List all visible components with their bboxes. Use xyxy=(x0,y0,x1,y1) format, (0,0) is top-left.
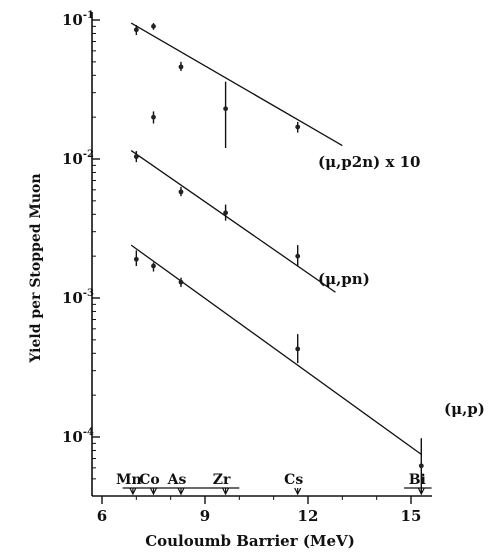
element-arrow-head xyxy=(129,487,137,496)
element-arrow-head xyxy=(222,487,230,496)
data-point xyxy=(133,154,139,160)
data-point xyxy=(295,346,301,352)
data-point xyxy=(151,23,156,29)
fit-lines xyxy=(130,22,422,455)
fit-line xyxy=(130,22,343,147)
data-point xyxy=(151,114,156,120)
data-point xyxy=(178,279,184,285)
y-tick-label: 10-3 xyxy=(62,288,94,307)
data-points xyxy=(133,23,424,493)
element-arrow-head xyxy=(149,487,158,496)
y-tick-label: 10-2 xyxy=(62,149,94,168)
data-point xyxy=(178,189,184,195)
element-label: Mn xyxy=(116,472,142,488)
element-label: Zr xyxy=(213,472,231,488)
data-point xyxy=(295,253,301,259)
y-tick-label: 10-1 xyxy=(62,10,94,29)
tick-marks xyxy=(92,19,412,504)
data-point xyxy=(223,106,228,112)
series-label: (μ,p2n) x 10 xyxy=(318,153,421,171)
x-tick-label: 15 xyxy=(401,507,422,525)
x-tick-label: 6 xyxy=(97,507,107,525)
data-point xyxy=(223,210,228,216)
data-point xyxy=(178,64,184,70)
series-label: (μ,pn) xyxy=(318,270,370,288)
y-tick-label: 10-4 xyxy=(62,427,94,446)
data-point xyxy=(133,256,139,262)
data-point xyxy=(418,463,424,469)
y-axis-label: Yield per Stopped Muon xyxy=(28,173,44,363)
element-arrow-head xyxy=(294,487,302,496)
x-axis-label: Couloumb Barrier (MeV) xyxy=(145,532,355,550)
data-point xyxy=(295,124,301,130)
data-point xyxy=(133,27,139,33)
series-label: (μ,p) xyxy=(444,400,485,418)
element-arrow-head xyxy=(177,487,185,496)
x-tick-label: 12 xyxy=(298,507,319,525)
fit-line xyxy=(130,244,422,455)
element-label: Co xyxy=(139,472,159,488)
element-label: As xyxy=(167,472,187,488)
element-arrow-head xyxy=(417,487,425,496)
x-tick-label: 9 xyxy=(200,507,210,525)
element-label: Bi xyxy=(409,472,426,488)
series-labels: (μ,p2n) x 10 (μ,pn) (μ,p) xyxy=(318,153,485,418)
element-label: Cs xyxy=(284,472,303,488)
data-point xyxy=(151,263,156,269)
fit-line xyxy=(130,150,336,293)
